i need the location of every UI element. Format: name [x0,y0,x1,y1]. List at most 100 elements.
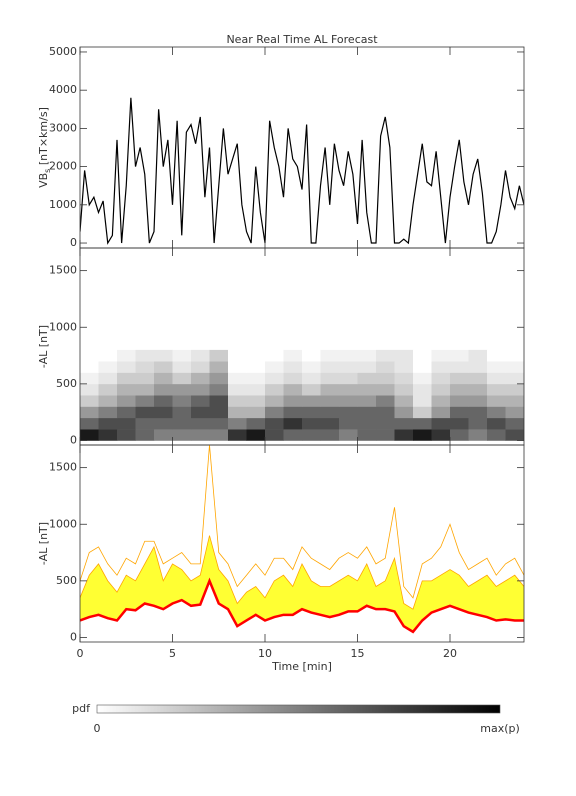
pdf-cell [117,361,136,373]
pdf-cell [394,395,414,407]
pdf-cell [357,395,377,407]
pdf-cell [117,349,136,362]
pdf-cell [98,349,118,362]
pdf-cell [135,383,155,396]
pdf-cell [154,395,173,407]
pdf-cell [283,429,303,441]
pdf-cell [135,429,155,441]
pdf-cell [117,395,136,407]
y-axis-label: -AL [nT] [37,325,50,368]
pdf-cell [80,349,99,362]
pdf-cell [431,349,451,362]
pdf-cell [357,349,377,362]
pdf-cell [191,429,210,441]
series-line [80,577,524,634]
pdf-cell [154,417,173,430]
pdf-cell [320,372,340,385]
pdf-cell [394,372,414,385]
pdf-cell [283,417,303,430]
pdf-cell [357,383,377,396]
pdf-cell [357,417,377,430]
pdf-cell [154,372,173,385]
pdf-cell [450,349,469,362]
pdf-cell [320,383,340,396]
pdf-cell [246,361,266,373]
pdf-cell [394,417,414,430]
pdf-cell [413,349,432,362]
pdf-cell [431,361,451,373]
pdf-cell [228,372,247,385]
pdf-cell [431,406,451,419]
y-tick-label: 3000 [49,121,77,134]
pdf-cell [376,383,395,396]
pdf-cell [394,361,414,373]
pdf-cell [376,429,395,441]
pdf-cell [339,429,358,441]
colorbar [96,704,501,714]
pdf-cell [154,383,173,396]
pdf-cell [505,383,524,396]
y-label-sub: s [43,169,52,173]
pdf-cell [339,417,358,430]
pdf-cell [209,361,229,373]
pdf-cell [450,383,469,396]
pdf-cell [468,406,488,419]
pdf-cell [191,349,210,362]
pdf-cell [246,349,266,362]
pdf-cell [246,406,266,419]
plot-area [80,445,524,634]
y-tick-label: 0 [70,630,77,643]
pdf-cell [431,372,451,385]
pdf-cell [468,383,488,396]
pdf-cell [468,361,488,373]
pdf-cell [209,372,229,385]
y-label-main: -AL [nT] [37,325,50,368]
plot-area [80,97,524,245]
colorbar-max: max(p) [480,722,520,735]
pdf-cell [117,417,136,430]
pdf-cell [172,349,192,362]
pdf-cell [320,349,340,362]
pdf-cell [505,395,524,407]
pdf-cell [98,372,118,385]
pdf-cell [302,361,321,373]
pdf-cell [209,417,229,430]
pdf-cell [283,383,303,396]
pdf-cell [117,372,136,385]
pdf-cell [172,372,192,385]
y-label-unit: [nT×km/s] [37,107,50,169]
pdf-cell [265,406,284,419]
pdf-cell [431,417,451,430]
pdf-cell [505,349,524,362]
pdf-cell [505,372,524,385]
pdf-cell [339,383,358,396]
pdf-cell [283,349,303,362]
pdf-cell [117,429,136,441]
pdf-cell [98,429,118,441]
pdf-cell [80,372,99,385]
pdf-cell [265,372,284,385]
pdf-cell [117,383,136,396]
pdf-cell [450,395,469,407]
pdf-cell [505,361,524,373]
series-line [80,535,524,610]
pdf-cell [80,417,99,430]
pdf-cell [376,372,395,385]
pdf-cell [376,349,395,362]
pdf-cell [302,383,321,396]
pdf-cell [98,406,118,419]
pdf-cell [413,406,432,419]
pdf-cell [413,429,432,441]
pdf-cell [487,372,506,385]
y-tick-label: 5000 [49,45,77,58]
y-tick-label: 1000 [49,320,77,333]
pdf-cell [191,372,210,385]
pdf-cell [135,406,155,419]
vbs-line [80,97,524,245]
pdf-cell [487,417,506,430]
y-tick-label: 1000 [49,517,77,530]
pdf-cell [302,417,321,430]
pdf-cell [228,383,247,396]
pdf-cell [320,429,340,441]
